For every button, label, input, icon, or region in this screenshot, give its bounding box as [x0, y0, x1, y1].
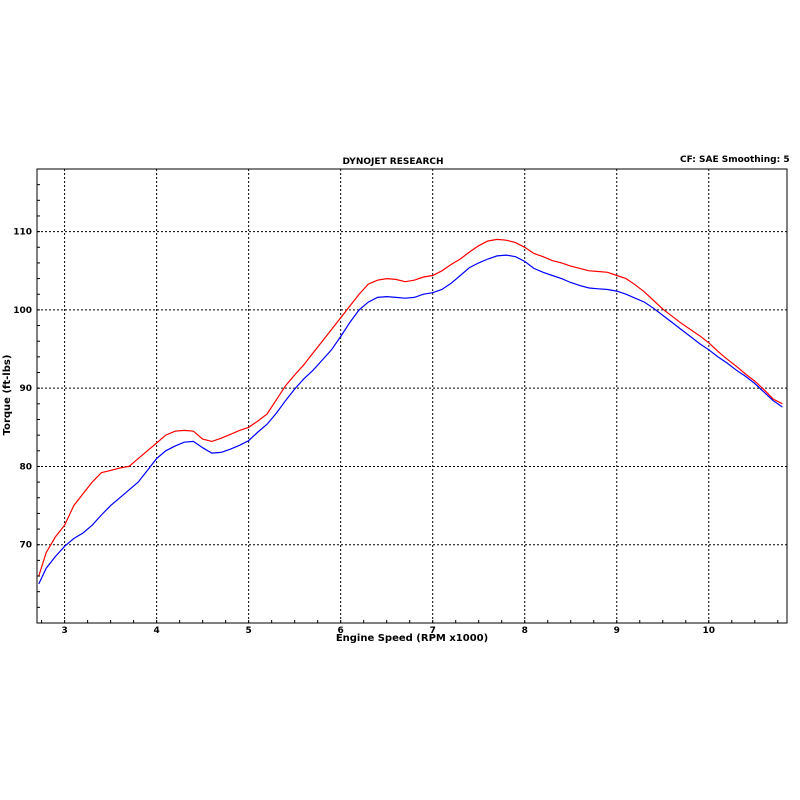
x-tick-label: 3 — [61, 626, 67, 636]
y-tick-label: 90 — [19, 384, 32, 394]
series-line-1 — [38, 238, 783, 577]
chart-title: DYNOJET RESEARCH — [342, 157, 443, 167]
series-line-2 — [38, 254, 783, 585]
x-tick-label: 9 — [614, 626, 620, 636]
x-tick-label: 6 — [338, 626, 344, 636]
y-tick-label: 70 — [19, 541, 32, 551]
y-axis-label: Torque (ft-lbs) — [2, 355, 13, 436]
y-tick-label: 100 — [13, 306, 32, 316]
chart-info: CF: SAE Smoothing: 5 — [680, 155, 790, 165]
x-tick-label: 10 — [703, 626, 716, 636]
y-tick-label: 80 — [19, 462, 32, 472]
x-tick-label: 8 — [522, 626, 528, 636]
plot-frame — [36, 168, 788, 624]
series-layer — [38, 238, 783, 585]
x-tick-label: 7 — [430, 626, 436, 636]
axis-layer: 3 4 5 6 7 8 9 10 70 80 90 100 110 — [13, 168, 779, 636]
grid-layer — [37, 169, 787, 623]
x-tick-label: 4 — [153, 626, 159, 636]
x-axis-label: Engine Speed (RPM x1000) — [336, 633, 488, 644]
y-tick-label: 110 — [13, 228, 32, 238]
x-tick-label: 5 — [246, 626, 252, 636]
